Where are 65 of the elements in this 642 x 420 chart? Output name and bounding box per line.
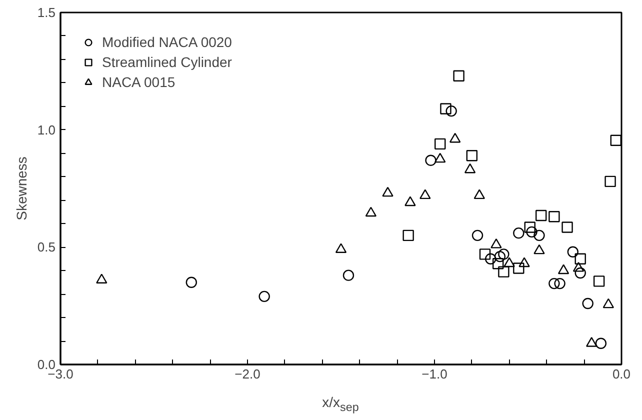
point xyxy=(562,222,573,233)
y-tick-label: 0.0 xyxy=(37,357,56,372)
point xyxy=(479,248,491,260)
point xyxy=(572,262,584,272)
point xyxy=(535,210,547,222)
point xyxy=(472,230,484,242)
x-axis-title: x/x$_{sep}$ xyxy=(321,393,360,416)
point xyxy=(595,338,607,349)
y-axis-title: Skewness xyxy=(13,156,30,220)
point xyxy=(96,274,108,284)
point xyxy=(466,150,478,162)
point xyxy=(504,257,515,268)
point xyxy=(440,103,452,114)
point xyxy=(365,206,377,217)
point xyxy=(490,238,502,248)
y-tick-label: 1.0 xyxy=(37,122,56,138)
x-tick-label: −1.0 xyxy=(422,366,448,382)
point xyxy=(382,186,394,197)
x-tick-label: −2.0 xyxy=(234,366,260,382)
point xyxy=(258,290,270,302)
point xyxy=(453,70,464,82)
point xyxy=(534,244,545,254)
point xyxy=(548,211,560,222)
point xyxy=(567,246,578,258)
point xyxy=(518,257,530,268)
point xyxy=(610,134,622,146)
point xyxy=(526,226,538,238)
point xyxy=(464,163,476,174)
point xyxy=(524,222,536,233)
point xyxy=(574,267,586,279)
point xyxy=(548,278,560,290)
point xyxy=(434,138,446,150)
point xyxy=(446,105,457,117)
point xyxy=(513,262,524,274)
point xyxy=(434,152,446,163)
point xyxy=(498,248,510,260)
point xyxy=(534,230,545,242)
point xyxy=(342,270,354,281)
point xyxy=(404,196,416,206)
y-tick-label: 0.5 xyxy=(37,240,56,255)
legend-label: Streamlined Cylinder xyxy=(102,54,232,70)
legend-label: NACA 0015 xyxy=(102,74,176,90)
point xyxy=(513,227,524,239)
point xyxy=(186,276,197,288)
point xyxy=(602,298,614,308)
point xyxy=(402,230,414,242)
point xyxy=(335,243,347,253)
point xyxy=(492,258,504,270)
point xyxy=(494,250,506,262)
point xyxy=(554,278,566,290)
y-tick-label: 1.5 xyxy=(37,5,56,20)
point xyxy=(425,154,436,166)
point xyxy=(558,264,570,274)
point xyxy=(604,176,616,188)
point xyxy=(498,266,510,278)
point xyxy=(449,132,461,143)
x-tick-label: 0.0 xyxy=(612,366,631,382)
point xyxy=(593,276,605,287)
point xyxy=(420,189,431,200)
point xyxy=(574,253,586,264)
legend-label: Modified NACA 0020 xyxy=(102,34,232,50)
point xyxy=(582,298,594,310)
point xyxy=(485,253,496,264)
point xyxy=(586,337,598,347)
point xyxy=(474,189,485,200)
